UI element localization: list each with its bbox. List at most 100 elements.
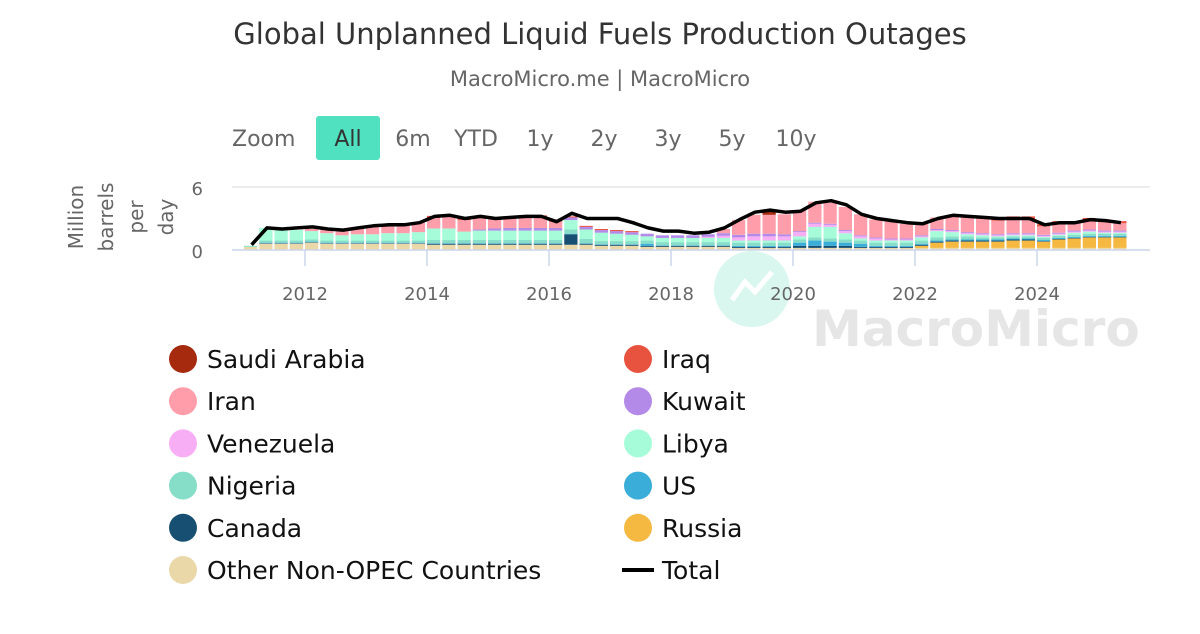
bar-us-50 — [1006, 238, 1020, 240]
bar-iran-43 — [899, 223, 913, 239]
bar-kuwait-32 — [732, 234, 746, 238]
bar-nigeria-11 — [411, 240, 425, 243]
zoom-button-10y[interactable]: 10y — [775, 127, 816, 152]
legend-item-total[interactable]: Total — [622, 556, 720, 585]
bar-us-4 — [305, 241, 319, 243]
bar-nigeria-42 — [884, 242, 898, 246]
bar-nigeria-19 — [533, 240, 547, 244]
bar-us-39 — [838, 242, 852, 246]
bar-iran-13 — [442, 216, 456, 229]
bar-canada-14 — [457, 243, 471, 245]
x-tick-label-2020: 2020 — [770, 284, 816, 305]
legend-item-libya[interactable]: Libya — [624, 429, 729, 458]
legend-item-nigeria[interactable]: Nigeria — [169, 471, 296, 501]
bar-iran-18 — [518, 216, 532, 228]
bar-kuwait-57 — [1113, 230, 1127, 232]
y-axis-title-line: day — [154, 198, 178, 235]
bar-venezuela-38 — [823, 224, 837, 227]
legend-item-russia[interactable]: Russia — [624, 513, 742, 543]
bar-libya-19 — [533, 230, 547, 241]
zoom-button-5y[interactable]: 5y — [718, 127, 745, 152]
bar-venezuela-46 — [945, 231, 959, 233]
bar-kuwait-38 — [823, 223, 837, 225]
bar-canada-8 — [366, 243, 380, 244]
legend-label: Venezuela — [207, 429, 335, 458]
legend-label: US — [662, 472, 696, 501]
bar-libya-2 — [274, 229, 288, 241]
x-tick-label-2014: 2014 — [404, 284, 450, 305]
bar-canada-25 — [625, 244, 639, 246]
zoom-button-all[interactable]: All — [316, 116, 380, 160]
bar-russia-52 — [1037, 241, 1051, 248]
zoom-button-label: 1y — [526, 127, 553, 152]
zoom-button-label: 5y — [718, 127, 745, 152]
bar-canada-52 — [1037, 241, 1051, 242]
zoom-button-1y[interactable]: 1y — [526, 127, 553, 152]
bar-libya-52 — [1037, 236, 1051, 238]
bar-nigeria-50 — [1006, 236, 1020, 239]
bar-canada-3 — [289, 243, 303, 244]
bar-other-non-opec-countries-37 — [808, 247, 822, 250]
bar-iran-31 — [716, 229, 730, 234]
bar-other-non-opec-countries-39 — [838, 247, 852, 250]
bar-us-20 — [549, 243, 563, 244]
legend-item-other-non-opec-countries[interactable]: Other Non-OPEC Countries — [169, 556, 541, 585]
legend-marker-icon — [624, 471, 652, 500]
legend-marker-icon — [169, 556, 197, 584]
legend-item-kuwait[interactable]: Kuwait — [624, 387, 746, 416]
zoom-button-2y[interactable]: 2y — [590, 127, 617, 152]
legend-item-iran[interactable]: Iran — [169, 387, 256, 416]
bar-kuwait-19 — [533, 227, 547, 231]
legend-item-us[interactable]: US — [624, 471, 696, 501]
bar-nigeria-29 — [686, 242, 700, 246]
bar-kuwait-46 — [945, 230, 959, 232]
bar-other-non-opec-countries-17 — [503, 244, 517, 250]
bar-kuwait-25 — [625, 232, 639, 235]
legend-item-canada[interactable]: Canada — [169, 513, 302, 543]
bar-other-non-opec-countries-12 — [427, 244, 441, 250]
bar-other-non-opec-countries-10 — [396, 243, 410, 250]
bar-iran-42 — [884, 221, 898, 239]
bar-venezuela-56 — [1098, 231, 1112, 233]
zoom-button-ytd[interactable]: YTD — [453, 127, 498, 152]
legend-item-saudi-arabia[interactable]: Saudi Arabia — [169, 345, 366, 374]
bar-iran-15 — [472, 217, 486, 230]
legend-marker-icon — [624, 513, 652, 542]
bar-kuwait-36 — [793, 231, 807, 233]
bar-us-55 — [1082, 235, 1096, 237]
bar-us-56 — [1098, 235, 1112, 237]
bar-iraq-25 — [625, 231, 639, 233]
bar-us-30 — [701, 245, 715, 246]
bar-iran-54 — [1067, 223, 1081, 231]
bar-us-26 — [640, 243, 654, 246]
bar-libya-3 — [289, 230, 303, 241]
bar-us-9 — [381, 242, 395, 244]
bar-venezuela-40 — [854, 236, 868, 239]
bar-us-41 — [869, 245, 883, 247]
chart-title: Global Unplanned Liquid Fuels Production… — [233, 17, 966, 51]
legend-item-venezuela[interactable]: Venezuela — [169, 429, 335, 458]
legend-marker-icon — [169, 471, 197, 500]
bar-other-non-opec-countries-36 — [793, 247, 807, 250]
bar-libya-35 — [777, 240, 791, 243]
bar-other-non-opec-countries-14 — [457, 244, 471, 250]
bar-venezuela-35 — [777, 236, 791, 241]
bar-libya-37 — [808, 226, 822, 238]
bar-iran-19 — [533, 216, 547, 228]
zoom-button-label: 2y — [590, 127, 617, 152]
zoom-button-6m[interactable]: 6m — [395, 127, 430, 152]
bar-iran-9 — [381, 224, 395, 234]
legend-label: Russia — [662, 514, 742, 543]
bar-iran-11 — [411, 222, 425, 233]
bar-canada-45 — [930, 241, 944, 243]
bar-libya-41 — [869, 240, 883, 243]
bar-venezuela-49 — [991, 235, 1005, 237]
watermark-text: MacroMicro — [812, 300, 1140, 358]
zoom-button-3y[interactable]: 3y — [654, 127, 681, 152]
bar-venezuela-42 — [884, 239, 898, 241]
bar-libya-33 — [747, 240, 761, 243]
bar-canada-28 — [671, 245, 685, 247]
bar-us-51 — [1021, 238, 1035, 240]
legend-item-iraq[interactable]: Iraq — [624, 345, 711, 374]
